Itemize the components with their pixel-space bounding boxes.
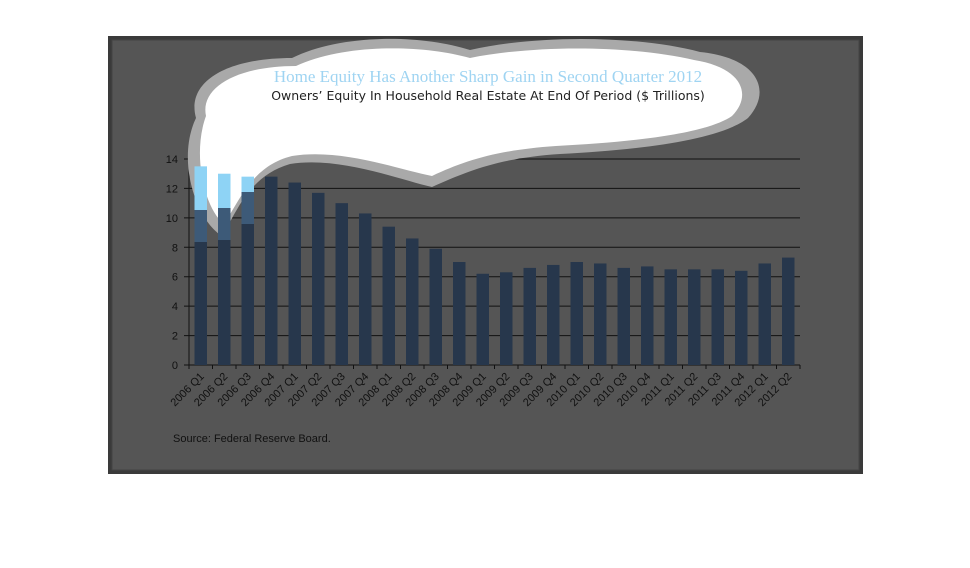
- bar-2008-q2: [406, 238, 419, 365]
- bar-2011-q4: [735, 270, 748, 365]
- bar-highlight-2006-q1: [194, 166, 207, 210]
- bar-2012-q1: [758, 263, 771, 365]
- bar-2011-q2: [688, 269, 701, 365]
- y-tick-label: 14: [166, 154, 178, 166]
- y-axis-ticks: 0 2 4 6 8 10 12 14: [166, 154, 178, 372]
- source-note: Source: Federal Reserve Board.: [173, 433, 331, 445]
- bar-2007-q1: [288, 182, 301, 365]
- bar-2010-q3: [617, 267, 630, 365]
- bar-2008-q4: [453, 262, 466, 365]
- bar-2008-q1: [382, 226, 395, 365]
- bar-2009-q1: [476, 273, 489, 365]
- bar-2007-q3: [335, 203, 348, 365]
- bar-lower-2006-q2: [218, 208, 231, 240]
- bar-2010-q2: [594, 263, 607, 365]
- bar-2012-q2: [782, 257, 795, 365]
- bar-lower-2006-q1: [194, 210, 207, 242]
- bar-lower-2006-q3: [241, 192, 254, 224]
- bar-2008-q3: [429, 248, 442, 365]
- bar-2010-q1: [570, 262, 583, 365]
- bar-2007-q2: [312, 192, 325, 365]
- chart-title: Home Equity Has Another Sharp Gain in Se…: [274, 67, 702, 86]
- bar-2009-q4: [547, 264, 560, 365]
- chart-subtitle: Owners’ Equity In Household Real Estate …: [271, 88, 705, 103]
- y-tick-label: 0: [172, 360, 178, 372]
- y-tick-label: 2: [172, 331, 178, 343]
- y-tick-label: 4: [172, 301, 178, 313]
- bar-2011-q1: [664, 269, 677, 365]
- y-tick-label: 8: [172, 242, 178, 254]
- bar-2006-q4: [265, 176, 278, 365]
- bar-highlight-2006-q2: [218, 173, 231, 208]
- bar-2009-q3: [523, 267, 536, 365]
- bar-2011-q3: [711, 269, 724, 365]
- y-tick-label: 12: [166, 183, 178, 195]
- bar-2009-q2: [500, 272, 513, 365]
- bar-2010-q4: [641, 266, 654, 365]
- title-cloud: [199, 48, 743, 224]
- bar-highlight-2006-q3: [241, 176, 254, 192]
- y-tick-label: 6: [172, 272, 178, 284]
- bar-2007-q4: [359, 213, 372, 365]
- bars-highlight: [194, 166, 254, 242]
- y-tick-label: 10: [166, 213, 178, 225]
